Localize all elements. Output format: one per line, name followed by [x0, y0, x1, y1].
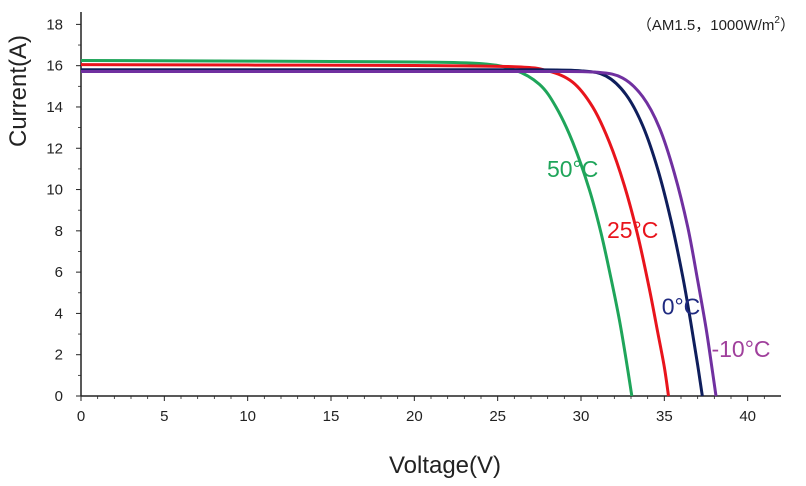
y-tick-label: 0: [55, 388, 63, 405]
x-tick-label: 40: [739, 408, 756, 425]
annotation-superscript: 2: [774, 15, 780, 26]
condition-annotation: （AM1.5，1000W/m2）: [637, 15, 795, 34]
y-axis-title: Current(A): [5, 35, 32, 147]
y-tick-label: 10: [46, 182, 63, 199]
curve-labels-layer: 50°C 25°C 0°C -10°C: [547, 156, 771, 362]
curve-label-0c: 0°C: [662, 293, 701, 319]
y-tick-label: 2: [55, 347, 63, 364]
series-line-0c: [81, 68, 704, 397]
x-tick-label: 5: [160, 408, 168, 425]
curves-layer: [80, 59, 718, 397]
x-tick-label: 20: [406, 408, 423, 425]
x-tick-label: 25: [489, 408, 506, 425]
y-tick-label: 12: [46, 140, 63, 157]
y-tick-label: 4: [55, 305, 63, 322]
curve-label-50c: 50°C: [547, 156, 598, 182]
series-line-50c: [80, 59, 634, 397]
y-tick-label: 14: [46, 99, 63, 116]
axes-layer: 0 5 10 15 20 25 30 35 40 0 2 4 6 8 10 12 14 16 18: [46, 12, 781, 425]
curve-label-minus10c: -10°C: [711, 336, 770, 362]
x-axis-title: Voltage(V): [389, 452, 501, 479]
y-tick-label: 18: [46, 16, 63, 33]
curve-label-25c: 25°C: [607, 217, 658, 243]
series-line-25c: [80, 63, 670, 397]
x-tick-label: 30: [573, 408, 590, 425]
x-tick-label: 35: [656, 408, 673, 425]
y-tick-label: 8: [55, 223, 63, 240]
x-tick-label: 10: [239, 408, 256, 425]
y-tick-label: 16: [46, 58, 63, 75]
y-tick-label: 6: [55, 264, 63, 281]
series-line-minus10c: [80, 69, 718, 397]
x-tick-label: 0: [77, 408, 85, 425]
x-tick-label: 15: [323, 408, 340, 425]
